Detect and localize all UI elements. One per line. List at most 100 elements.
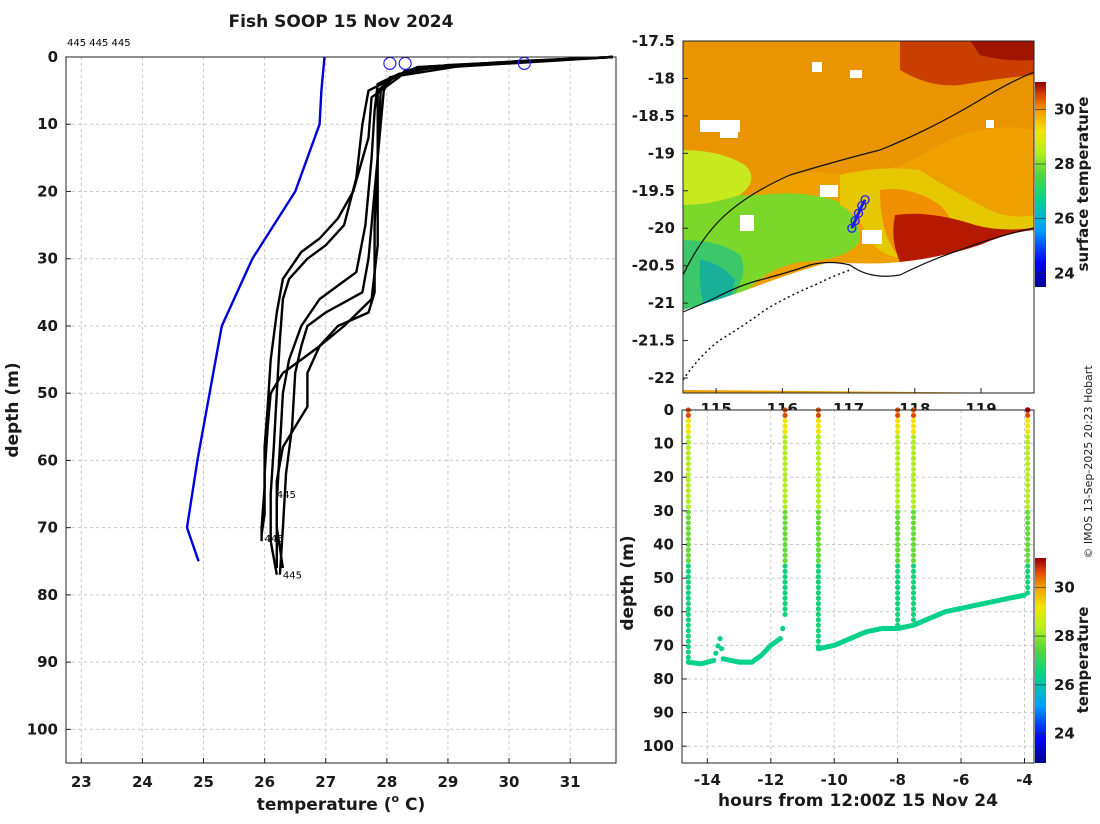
cast-sample-point xyxy=(685,450,691,456)
cast-sample-point xyxy=(815,504,821,510)
cast-sample-point xyxy=(815,622,821,628)
cast-sample-point xyxy=(782,482,788,488)
cast-sample-point xyxy=(815,627,821,634)
depth-tick-label: 30 xyxy=(653,502,674,520)
imos-watermark: © IMOS 13-Sep-2025 20:23 Hobart xyxy=(1082,365,1095,559)
cast-sample-point xyxy=(782,590,788,596)
sst-colorbar-tick-label: 28 xyxy=(1054,155,1075,173)
depth-time-y-label: depth (m) xyxy=(618,535,638,630)
cast-sample-point xyxy=(910,428,917,435)
temperature-colorbar-tick-label: 24 xyxy=(1054,725,1075,743)
x-tick-label: 23 xyxy=(71,773,92,791)
x-tick-label: 25 xyxy=(193,773,214,791)
cast-sample-point xyxy=(1025,568,1031,574)
cast-sample-point xyxy=(1025,547,1031,553)
cast-sample-point xyxy=(685,617,691,623)
cast-sample-point xyxy=(1025,563,1031,569)
time-tick-label: -14 xyxy=(694,771,721,789)
depth-tick-label: 70 xyxy=(653,636,674,654)
cast-sample-point xyxy=(685,477,691,483)
depth-tick-label: 100 xyxy=(643,737,674,755)
temperature-colorbar-tick-label: 30 xyxy=(1054,578,1075,596)
cast-sample-point xyxy=(782,461,788,467)
sst-colorbar-tick-label: 30 xyxy=(1054,100,1075,118)
time-tick-label: -8 xyxy=(889,771,906,789)
cast-sample-point xyxy=(815,606,821,612)
cast-sample-point xyxy=(895,579,901,585)
cast-sample-point xyxy=(910,504,917,510)
cast-sample-point xyxy=(685,633,691,639)
y-tick-label: 70 xyxy=(37,519,58,537)
cast-sample-point xyxy=(910,423,917,429)
cast-sample-point xyxy=(782,514,788,521)
cast-sample-point xyxy=(910,563,917,569)
cast-sample-point xyxy=(910,488,917,494)
cast-sample-point xyxy=(685,547,691,553)
depth-tick-label: 40 xyxy=(653,535,674,553)
cast-sample-point xyxy=(815,445,821,451)
cast-sample-point xyxy=(1025,558,1031,564)
ship-track-point xyxy=(847,223,857,233)
cast-sample-point xyxy=(910,590,917,596)
profile-id-label: 445 xyxy=(265,534,284,545)
cast-sample-point xyxy=(815,509,821,515)
cast-sample-point xyxy=(910,579,917,585)
bottom-sample-point xyxy=(780,625,786,632)
cast-sample-point xyxy=(895,428,901,435)
temperature-colorbar-label: temperature xyxy=(1074,607,1092,714)
cast-sample-point xyxy=(815,558,821,564)
bottom-sample-point xyxy=(711,657,717,664)
cast-sample-point xyxy=(910,466,917,472)
map-lat-tick-label: -21.5 xyxy=(632,332,675,350)
cast-sample-point xyxy=(910,445,917,451)
cast-sample-point xyxy=(815,568,821,574)
cast-sample-point xyxy=(782,434,788,440)
cast-sample-point xyxy=(895,611,901,618)
cast-sample-point xyxy=(1025,471,1031,478)
cast-sample-point xyxy=(895,558,901,564)
x-tick-label: 30 xyxy=(499,773,520,791)
y-tick-label: 100 xyxy=(27,720,58,738)
cast-sample-point xyxy=(1025,428,1031,435)
cast-sample-point xyxy=(815,525,821,531)
cast-sample-point xyxy=(910,536,917,542)
cast-sample-point xyxy=(685,418,691,424)
cast-sample-point xyxy=(815,428,821,435)
cast-sample-point xyxy=(910,412,917,418)
cast-sample-point xyxy=(782,418,788,424)
y-tick-label: 40 xyxy=(37,317,58,335)
cast-sample-point xyxy=(685,509,691,515)
cast-sample-point xyxy=(782,445,788,451)
cast-sample-point xyxy=(782,439,788,445)
cast-sample-point xyxy=(782,574,788,580)
cast-sample-point xyxy=(685,606,691,612)
cast-sample-point xyxy=(782,493,788,499)
map-lat-tick-label: -20.5 xyxy=(632,257,675,275)
cast-sample-point xyxy=(895,498,901,505)
map-lat-tick-label: -17.5 xyxy=(632,32,675,50)
cast-sample-point xyxy=(782,423,788,429)
cast-sample-point xyxy=(815,477,821,483)
cast-sample-point xyxy=(910,606,917,612)
x-axis-label-text: temperature ( xyxy=(257,795,392,815)
cast-sample-point xyxy=(815,601,821,607)
cast-sample-point xyxy=(1025,514,1031,521)
cast-sample-point xyxy=(1025,445,1031,451)
cast-sample-point xyxy=(782,541,788,548)
cast-sample-point xyxy=(815,552,821,558)
cast-sample-point xyxy=(1025,488,1031,494)
cast-sample-point xyxy=(782,611,788,618)
cast-sample-point xyxy=(685,622,691,628)
cast-sample-point xyxy=(685,579,691,585)
depth-tick-label: 50 xyxy=(653,569,674,587)
cast-sample-point xyxy=(1025,552,1031,558)
cast-sample-point xyxy=(895,563,901,569)
depth-time-background xyxy=(682,410,1034,763)
cast-sample-point xyxy=(685,558,691,564)
cast-sample-point xyxy=(910,601,917,607)
cast-sample-point xyxy=(685,455,691,462)
depth-tick-label: 20 xyxy=(653,468,674,486)
cast-sample-point xyxy=(815,536,821,542)
cast-sample-point xyxy=(895,584,901,591)
cast-sample-point xyxy=(685,552,691,558)
